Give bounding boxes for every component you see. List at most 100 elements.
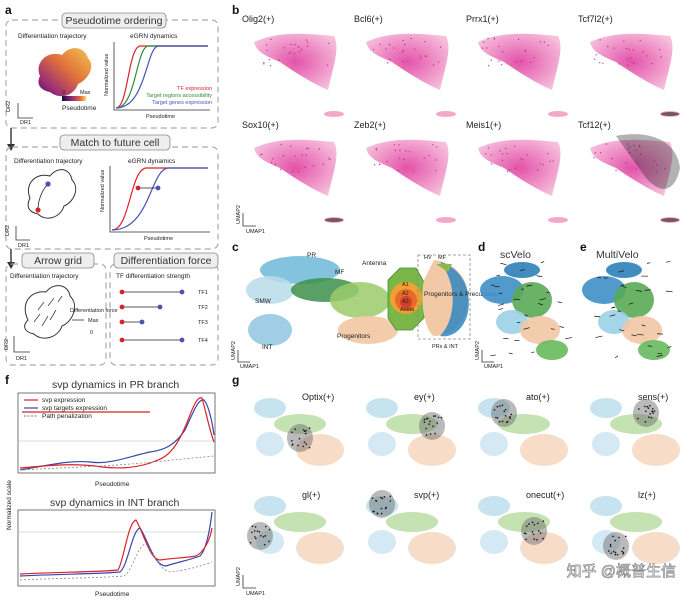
dr-x-label-1: DR1 [20, 120, 31, 126]
cluster-int [480, 432, 508, 456]
cluster-green [498, 512, 550, 532]
dr-axes-3 [13, 336, 30, 353]
activity-point [425, 434, 428, 436]
umap-point [639, 153, 642, 156]
cluster-green [274, 414, 326, 434]
activity-point [433, 415, 435, 417]
c-umap-axes [237, 350, 250, 363]
activity-point [258, 531, 261, 533]
activity-point [542, 537, 544, 540]
cluster-progenitor [632, 434, 680, 466]
velocity-cluster [638, 340, 670, 360]
section-arrow-grid-title-box [21, 252, 95, 269]
velocity-arrow [666, 261, 671, 263]
umap-point [312, 165, 315, 167]
trajectory-title-2: Differentiation trajectory [14, 158, 83, 165]
b-umap-y: UMAP2 [236, 205, 242, 224]
umap-point [547, 44, 550, 47]
activity-point [304, 432, 307, 435]
f-legend-path: Path penalization [42, 413, 92, 420]
activity-point [305, 429, 307, 432]
dr-y-label-1: DR2 [6, 101, 12, 112]
umap-point [393, 47, 395, 49]
section-arrow-grid-title: Arrow grid [34, 255, 82, 267]
umap-point [293, 53, 295, 55]
umap-point [514, 167, 516, 169]
umap-point [627, 143, 629, 145]
umap-point [485, 153, 487, 155]
umap-point [270, 161, 273, 164]
umap-point [632, 49, 634, 51]
umap-point [301, 154, 304, 156]
umap-point [432, 64, 435, 66]
umap-point [375, 147, 377, 150]
umap-point [521, 60, 523, 62]
c-label-pr: PR [307, 252, 316, 259]
activity-point [533, 523, 536, 526]
umap-point [530, 61, 532, 64]
f-legend-svp-targets: svp targets expression [42, 405, 107, 412]
velocity-arrow [539, 298, 546, 301]
activity-point [650, 416, 653, 419]
umap-point [655, 171, 657, 173]
activity-point [614, 539, 616, 542]
f-bottom-path-penalization [19, 543, 213, 581]
umap-point [487, 65, 490, 67]
b-umap-axes [242, 213, 256, 227]
umap-point [329, 158, 331, 161]
activity-point [651, 408, 654, 410]
f-bottom-plot-frame [17, 509, 216, 587]
umap-point [328, 42, 330, 44]
panel-label-d: d [478, 240, 485, 254]
umap-point [599, 151, 602, 154]
umap-point [404, 43, 406, 46]
activity-region [491, 399, 517, 427]
activity-point [618, 536, 620, 539]
umap-outlier-active [661, 218, 679, 222]
umap-point [633, 144, 635, 147]
umap-point [524, 50, 527, 52]
umap-point [599, 39, 601, 41]
activity-point [537, 530, 540, 532]
umap-point [490, 59, 492, 61]
activity-point [249, 541, 252, 544]
umap-point [491, 163, 493, 165]
velocity-arrow [636, 333, 644, 336]
umap-point [605, 143, 608, 145]
velocity-arrow [666, 290, 673, 293]
activity-point [532, 533, 535, 535]
umap-point [291, 171, 294, 173]
umap-point [594, 151, 597, 154]
tf3-label: TF3 [198, 320, 208, 326]
umap-point [656, 164, 658, 166]
activity-point [251, 525, 254, 528]
activity-point [649, 412, 651, 415]
umap-point [658, 48, 661, 51]
activity-point [254, 526, 257, 528]
velocity-cluster [614, 282, 654, 318]
f-legend-svp: svp expression [42, 397, 86, 404]
activity-point [609, 545, 612, 547]
umap-point [389, 58, 391, 61]
cluster-progenitor [520, 434, 568, 466]
umap-point [613, 47, 615, 49]
activity-point [624, 535, 627, 538]
activity-point [509, 417, 511, 420]
cluster-progenitor [632, 532, 680, 564]
activity-point [501, 420, 504, 423]
activity-point [509, 416, 511, 418]
gene-label: onecut(+) [526, 490, 564, 500]
gene-umap-grid-g: Optix(+) ey(+) ato(+) sens(+) gl(+) svp(+) one… [247, 392, 680, 564]
umap-point [274, 164, 276, 166]
umap-panel-meis1: Meis1(+) [466, 120, 568, 223]
umap-panel-prrx1: Prrx1(+) [466, 14, 568, 117]
tf4-label: TF4 [198, 338, 208, 344]
section-force-frame [109, 263, 219, 366]
velocity-arrow [498, 308, 504, 310]
umap-point [288, 52, 290, 55]
c-label-smw: SMW [255, 298, 272, 305]
velocity-cluster [512, 282, 552, 318]
activity-point [305, 443, 307, 445]
eye-disc-hv [436, 264, 452, 272]
umap-point [623, 40, 625, 42]
